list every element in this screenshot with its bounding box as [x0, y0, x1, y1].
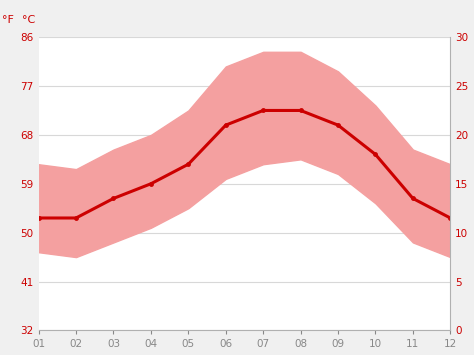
Text: °C: °C — [22, 15, 36, 26]
Text: °F: °F — [1, 15, 13, 26]
